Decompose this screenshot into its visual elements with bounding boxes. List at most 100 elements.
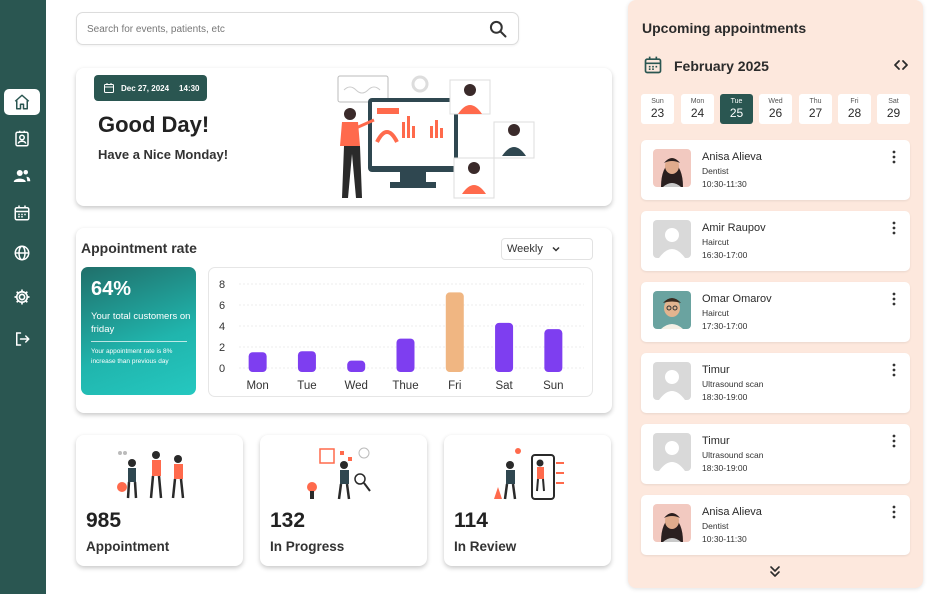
day-number: 29 (886, 106, 901, 120)
x-tick-label: Sat (495, 380, 513, 392)
bar-wed[interactable] (347, 360, 366, 372)
more-vertical-icon[interactable] (890, 292, 898, 306)
day-wed[interactable]: Wed 26 (759, 94, 792, 124)
appointment-item[interactable]: Anisa Alieva Dentist 10:30-11:30 (641, 140, 910, 200)
sidebar-item-settings[interactable] (4, 284, 40, 310)
double-chevron-down-icon[interactable] (769, 564, 781, 578)
appointment-item[interactable]: Amir Raupov Haircut 16:30-17:00 (641, 211, 910, 271)
patient-name: Anisa Alieva (702, 151, 762, 163)
avatar (653, 504, 691, 542)
month-label: February 2025 (674, 58, 769, 74)
calendar-icon (104, 83, 114, 93)
appointment-item[interactable]: Anisa Alieva Dentist 10:30-11:30 (641, 495, 910, 555)
search-icon[interactable] (488, 19, 508, 39)
avatar-placeholder (653, 433, 691, 471)
globe-icon (14, 245, 30, 261)
day-thu[interactable]: Thu 27 (799, 94, 832, 124)
sidebar-item-users[interactable] (4, 163, 40, 189)
bar-thue[interactable] (396, 338, 415, 372)
sidebar-item-logout[interactable] (4, 326, 40, 352)
team-illustration (117, 451, 185, 499)
patient-name: Anisa Alieva (702, 506, 762, 518)
service-name: Dentist (702, 166, 729, 176)
day-mon[interactable]: Mon 24 (681, 94, 714, 124)
bar-sat[interactable] (495, 322, 514, 372)
more-vertical-icon[interactable] (890, 150, 898, 164)
more-vertical-icon[interactable] (890, 363, 898, 377)
y-tick-label: 6 (219, 300, 225, 312)
x-tick-label: Fri (448, 380, 461, 392)
bar-fri[interactable] (445, 292, 464, 372)
rate-summary-box: 64% Your total customers on friday Your … (81, 267, 196, 395)
avatar (653, 149, 691, 187)
search-input[interactable] (87, 19, 467, 39)
service-name: Haircut (702, 237, 729, 247)
upcoming-appointments-panel: Upcoming appointments February 2025 Sun 2… (628, 0, 923, 588)
day-number: 24 (690, 106, 705, 120)
avatar-placeholder (653, 220, 691, 258)
x-tick-label: Thue (392, 380, 418, 392)
bar-sun[interactable] (544, 329, 563, 372)
day-number: 26 (768, 106, 783, 120)
appointment-time: 18:30-19:00 (702, 463, 748, 473)
service-name: Dentist (702, 521, 729, 531)
patient-name: Omar Omarov (702, 293, 772, 305)
bar-mon[interactable] (248, 352, 267, 372)
appointment-rate-card: Appointment rate Weekly 64% Your total c… (76, 228, 612, 413)
month-selector: February 2025 (643, 55, 909, 77)
day-fri[interactable]: Fri 28 (838, 94, 871, 124)
appointment-item[interactable]: Omar Omarov Haircut 17:30-17:00 (641, 282, 910, 342)
more-vertical-icon[interactable] (890, 221, 898, 235)
day-number: 25 (729, 106, 744, 120)
sidebar-item-contacts[interactable] (4, 126, 40, 152)
doctor-presentation-illustration (337, 75, 535, 199)
appointment-time: 10:30-11:30 (702, 179, 747, 189)
divider (91, 341, 187, 342)
day-name: Thu (809, 98, 822, 105)
sidebar (0, 0, 46, 594)
day-sun[interactable]: Sun 23 (641, 94, 674, 124)
day-number: 27 (808, 106, 823, 120)
stat-label: In Review (454, 539, 517, 554)
bar-tue[interactable] (297, 351, 316, 372)
x-tick-label: Mon (246, 380, 268, 392)
search-bar (76, 12, 519, 45)
more-vertical-icon[interactable] (890, 434, 898, 448)
stat-card-in-review[interactable]: 114 In Review (444, 435, 611, 566)
stat-card-in-progress[interactable]: 132 In Progress (260, 435, 427, 566)
appointment-rate-chart: 0 2 4 6 8 Mon Tue Wed Thue Fri Sat Sun (208, 267, 593, 397)
stat-value: 132 (270, 509, 306, 532)
stat-card-appointment[interactable]: 985 Appointment (76, 435, 243, 566)
x-tick-label: Tue (297, 380, 316, 392)
home-icon (14, 94, 30, 110)
appointment-time: 17:30-17:00 (702, 321, 748, 331)
day-sat[interactable]: Sat 29 (877, 94, 910, 124)
calendar-icon (644, 56, 662, 74)
y-tick-label: 2 (219, 342, 225, 354)
y-tick-label: 4 (219, 321, 225, 333)
calendar-icon (14, 205, 30, 221)
sidebar-item-globe[interactable] (4, 240, 40, 266)
appointment-item[interactable]: Timur Ultrasound scan 18:30-19:00 (641, 353, 910, 413)
avatar (653, 291, 691, 329)
time-text: 14:30 (179, 83, 200, 93)
avatar-placeholder (653, 362, 691, 400)
users-icon (13, 170, 31, 182)
appointment-time: 18:30-19:00 (702, 392, 748, 402)
patient-name: Amir Raupov (702, 222, 766, 234)
more-vertical-icon[interactable] (890, 505, 898, 519)
sidebar-item-home[interactable] (4, 89, 40, 115)
sidebar-item-calendar[interactable] (4, 200, 40, 226)
day-tue[interactable]: Tue 25 (720, 94, 753, 124)
appointment-item[interactable]: Timur Ultrasound scan 18:30-19:00 (641, 424, 910, 484)
greeting-card: Dec 27, 2024 14:30 Good Day! Have a Nice… (76, 68, 612, 206)
service-name: Ultrasound scan (702, 379, 764, 389)
stat-value: 114 (454, 509, 488, 532)
day-number: 23 (650, 106, 665, 120)
period-dropdown[interactable]: Weekly (501, 238, 593, 260)
period-value: Weekly (507, 243, 543, 255)
service-name: Ultrasound scan (702, 450, 764, 460)
y-tick-label: 8 (219, 279, 225, 291)
prev-next-month-icon[interactable] (893, 58, 909, 72)
greeting-subtitle: Have a Nice Monday! (98, 147, 229, 162)
